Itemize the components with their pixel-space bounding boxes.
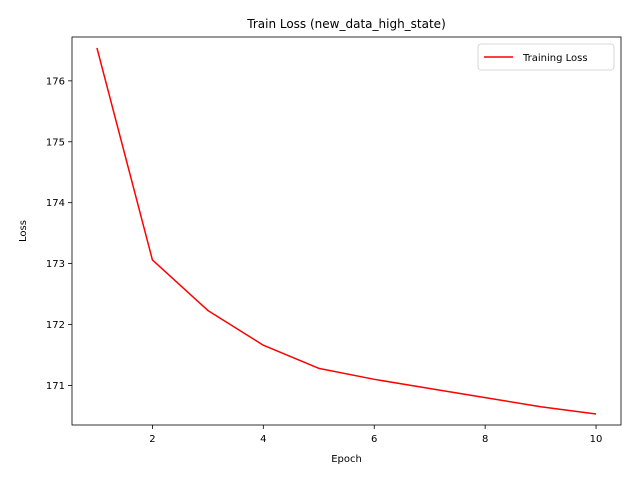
y-tick-label: 176 bbox=[46, 76, 65, 87]
legend: Training Loss bbox=[477, 43, 615, 71]
x-tick-label: 8 bbox=[482, 434, 488, 445]
plot-area: 2 4 6 8 10 171 172 173 174 175 176 bbox=[46, 36, 622, 445]
x-tick-label: 4 bbox=[260, 434, 266, 445]
plot-frame bbox=[71, 36, 622, 426]
y-tick-label: 174 bbox=[46, 198, 65, 209]
chart-title: Train Loss (new_data_high_state) bbox=[246, 17, 446, 31]
x-axis-ticks: 2 4 6 8 10 bbox=[149, 425, 602, 445]
legend-label: Training Loss bbox=[522, 53, 588, 64]
y-axis-ticks: 171 172 173 174 175 176 bbox=[46, 76, 72, 392]
y-tick-label: 175 bbox=[46, 137, 65, 148]
training-loss-line bbox=[96, 47, 597, 415]
x-axis-label: Epoch bbox=[331, 454, 362, 465]
x-tick-label: 2 bbox=[149, 434, 155, 445]
y-tick-label: 172 bbox=[46, 320, 65, 331]
x-tick-label: 10 bbox=[590, 434, 603, 445]
y-axis-label: Loss bbox=[18, 220, 29, 242]
x-tick-label: 6 bbox=[371, 434, 377, 445]
legend-box bbox=[477, 43, 615, 71]
y-tick-label: 171 bbox=[46, 381, 65, 392]
y-tick-label: 173 bbox=[46, 259, 65, 270]
